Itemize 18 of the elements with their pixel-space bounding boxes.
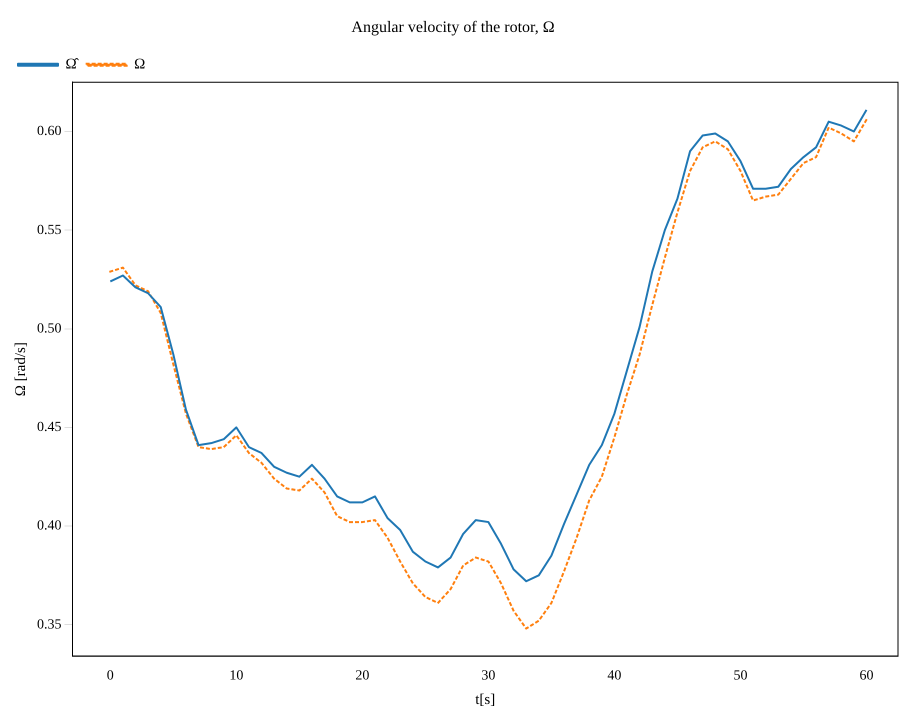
x-tick-label: 50: [733, 668, 748, 684]
legend-label: Ω̂: [66, 56, 80, 73]
y-tick-label: 0.40: [37, 518, 62, 534]
x-tick-label: 60: [859, 668, 874, 684]
x-tick-label: 30: [481, 668, 496, 684]
y-tick-label: 0.35: [37, 617, 62, 632]
x-tick-label: 40: [607, 668, 622, 684]
legend-label: Ω: [134, 56, 146, 73]
y-tick-label: 0.45: [37, 420, 62, 436]
x-tick-label: 0: [106, 668, 114, 684]
y-axis-title: Ω [rad/s]: [12, 342, 29, 396]
x-axis-title: t[s]: [475, 692, 496, 708]
x-tick-label: 10: [229, 668, 244, 684]
y-tick-label: 0.60: [37, 124, 62, 140]
chart-title: Angular velocity of the rotor, Ω: [351, 18, 555, 36]
x-tick-label: 20: [355, 668, 370, 684]
y-tick-label: 0.50: [37, 321, 62, 336]
y-tick-label: 0.55: [37, 222, 62, 238]
